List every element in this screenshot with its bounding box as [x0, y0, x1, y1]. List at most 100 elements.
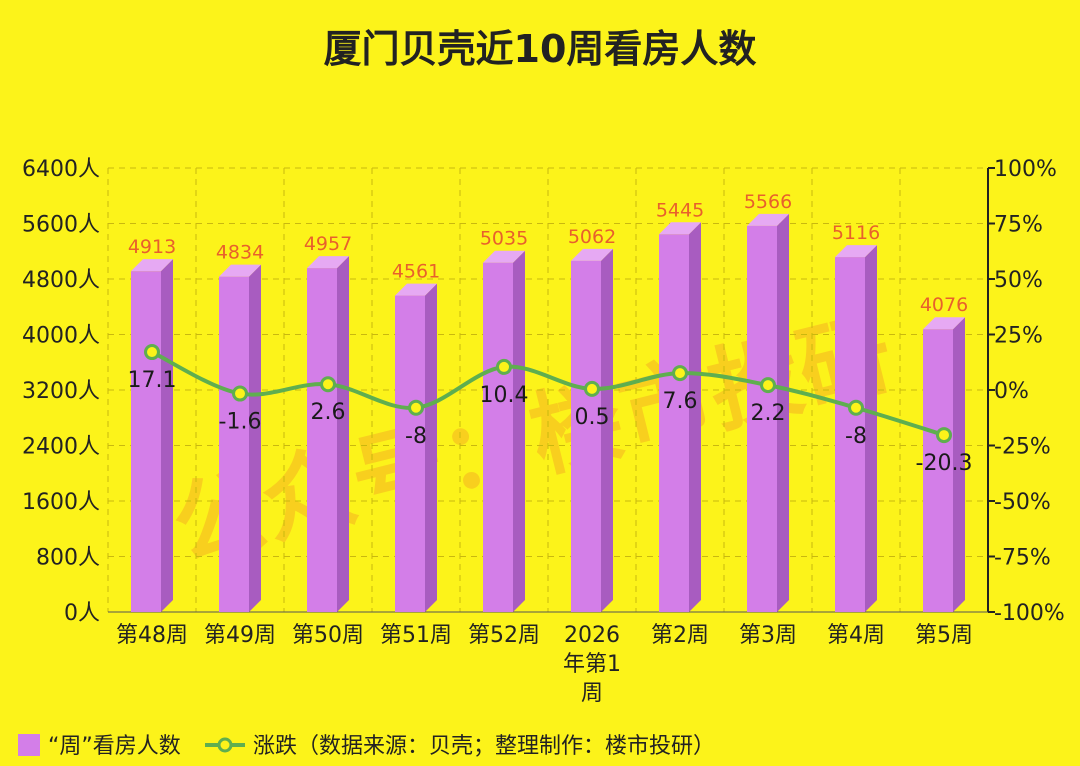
left-tick-label: 3200人 — [22, 379, 100, 404]
bar-top — [659, 222, 701, 235]
bar-front — [307, 268, 337, 612]
watermark-text: 公众号：楼市投研 — [162, 298, 902, 580]
right-tick-label: -25% — [994, 435, 1051, 460]
bar-top — [307, 256, 349, 269]
right-tick-label: 50% — [994, 268, 1043, 293]
bar — [307, 256, 349, 612]
bar-value-label: 5566 — [744, 191, 792, 213]
x-tick-label: 第4周 — [827, 623, 885, 648]
right-tick-label: 0% — [994, 379, 1029, 404]
bar-front — [923, 329, 953, 612]
bar — [131, 259, 173, 612]
bar-side — [425, 283, 437, 612]
line-point — [848, 399, 864, 416]
left-tick-label: 4800人 — [22, 268, 100, 293]
bar-top — [395, 283, 437, 296]
line-point — [584, 380, 600, 397]
bar-side — [865, 245, 877, 612]
bar-value-label: 4957 — [304, 233, 352, 255]
bar-top — [835, 245, 877, 258]
bar-side — [689, 222, 701, 613]
bar-series: 4913 4834 4957 4561 5035 5062 5445 5566 5116 4076 — [128, 191, 968, 613]
bar-value-label: 4561 — [392, 261, 440, 283]
bar-front — [659, 234, 689, 613]
right-tick-label: -100% — [994, 601, 1065, 626]
legend-line-marker — [217, 737, 233, 753]
bar-value-label: 5116 — [832, 222, 880, 244]
line-point — [672, 365, 688, 382]
line-value-label: -20.3 — [916, 451, 973, 476]
line-point — [320, 376, 336, 393]
right-tick-label: -75% — [994, 546, 1051, 571]
bar-front — [131, 271, 161, 612]
x-tick-label: 第49周 — [204, 623, 276, 648]
bar — [219, 264, 261, 612]
bar-front — [747, 225, 777, 612]
chart-title: 厦门贝壳近10周看房人数 — [324, 27, 757, 71]
bar — [483, 250, 525, 612]
legend-bar-label: “周”看房人数 — [48, 734, 181, 759]
x-tick-label: 第52周 — [468, 623, 540, 648]
bar-value-label: 5062 — [568, 226, 616, 248]
left-axis: 0人 800人 1600人 2400人 3200人 4000人 4800人 5600人 6400… — [22, 157, 100, 626]
bar — [571, 248, 613, 613]
x-tick-label: 2026 年第1 周 — [563, 623, 621, 706]
left-tick-label: 5600人 — [22, 213, 100, 238]
right-tick-label: 75% — [994, 213, 1043, 238]
x-tick-label: 第48周 — [116, 623, 188, 648]
bar-front — [483, 262, 513, 612]
bar-value-label: 5445 — [656, 199, 704, 221]
x-tick-label: 第5周 — [915, 623, 973, 648]
bar — [923, 317, 965, 612]
legend: “周”看房人数 涨跌（数据来源：贝壳；整理制作：楼市投研） — [18, 734, 715, 759]
bar-top — [571, 248, 613, 261]
left-tick-label: 2400人 — [22, 435, 100, 460]
bar-front — [395, 295, 425, 612]
bar-value-label: 4834 — [216, 242, 264, 264]
left-tick-label: 4000人 — [22, 324, 100, 349]
line-value-label: 0.5 — [575, 405, 610, 430]
line-point — [936, 427, 952, 444]
bar-side — [249, 264, 261, 612]
line-point — [496, 358, 512, 375]
bar-side — [777, 213, 789, 612]
legend-line-label: 涨跌（数据来源：贝壳；整理制作：楼市投研） — [253, 734, 715, 759]
bar-front — [571, 260, 601, 612]
line-point — [144, 344, 160, 361]
line-value-label: 7.6 — [663, 389, 698, 414]
right-axis: -100% -75% -50% -25% 0% 25% 50% 75% 100% — [988, 157, 1065, 626]
right-tick-label: 100% — [994, 157, 1057, 182]
line-value-label: -1.6 — [219, 410, 262, 435]
x-tick-label: 第50周 — [292, 623, 364, 648]
bar-side — [161, 259, 173, 612]
bar-top — [131, 259, 173, 272]
bar-top — [219, 264, 261, 277]
bar-front — [219, 276, 249, 612]
bar — [835, 245, 877, 612]
x-axis: 第48周 第49周 第50周 第51周 第52周 2026 年第1 周 第2周 第3周 第4周 第5周 — [116, 623, 973, 706]
x-tick-label: 第3周 — [739, 623, 797, 648]
line-point — [408, 399, 424, 416]
left-tick-label: 0人 — [64, 601, 100, 626]
line-point — [760, 377, 776, 394]
line-value-label: 2.6 — [311, 400, 346, 425]
right-tick-label: 25% — [994, 324, 1043, 349]
bar-side — [337, 256, 349, 612]
bar — [395, 283, 437, 612]
line-value-label: -8 — [845, 424, 867, 449]
line-value-label: -8 — [405, 424, 427, 449]
legend-bar-swatch — [18, 734, 40, 756]
bar-side — [513, 250, 525, 612]
bar-value-label: 4076 — [920, 294, 968, 316]
bar — [659, 222, 701, 613]
left-tick-label: 6400人 — [22, 157, 100, 182]
x-tick-label: 第2周 — [651, 623, 709, 648]
bar-top — [747, 213, 789, 226]
left-tick-label: 1600人 — [22, 490, 100, 515]
bar-side — [601, 248, 613, 613]
line-value-label: 17.1 — [128, 368, 177, 393]
bar-top — [923, 317, 965, 330]
bar-front — [835, 257, 865, 612]
line-value-label: 2.2 — [751, 401, 786, 426]
